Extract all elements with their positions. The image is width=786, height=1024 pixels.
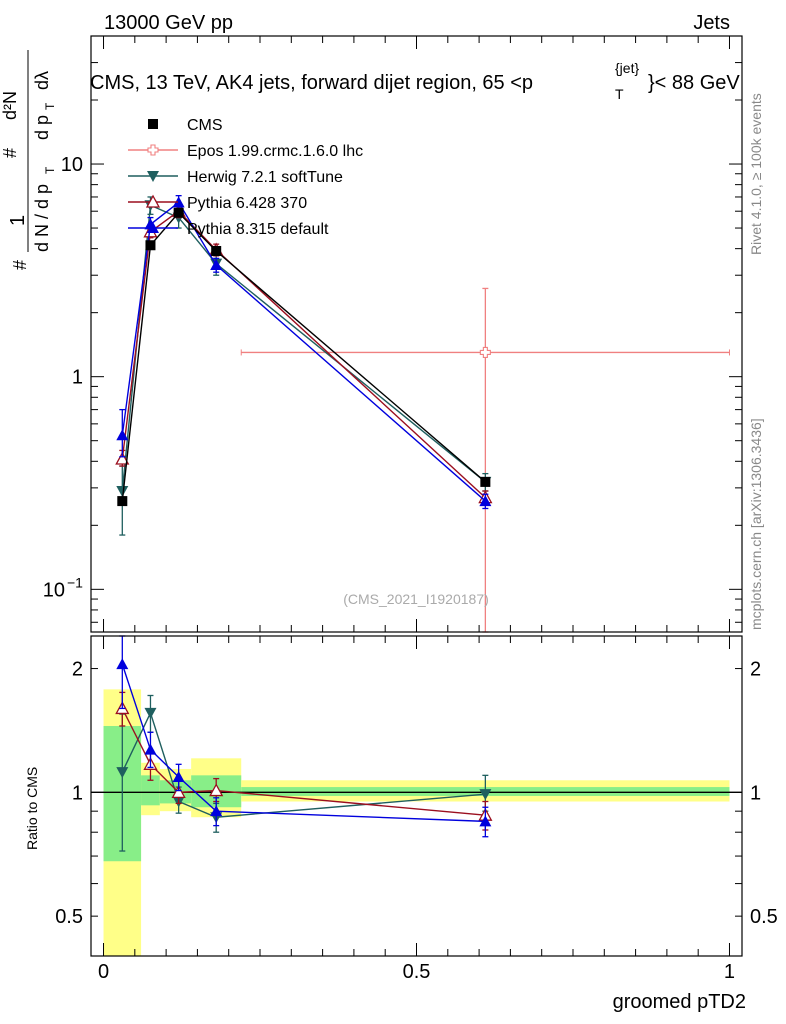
ratio-series-layer bbox=[115, 635, 493, 852]
main-point-pythia8 bbox=[210, 259, 223, 271]
y-tick-label-right: 2 bbox=[750, 659, 761, 681]
main-series-layer bbox=[115, 195, 730, 633]
main-point-cms bbox=[211, 245, 222, 256]
ratio-point-pythia8 bbox=[144, 743, 157, 755]
y-tick-label: 0.5 bbox=[55, 906, 83, 928]
ratio-point-herwig bbox=[479, 789, 492, 801]
main-line-pythia6 bbox=[121, 210, 486, 499]
ratio-point-herwig bbox=[144, 707, 157, 719]
main-series-cms bbox=[117, 207, 491, 507]
category-label: Jets bbox=[693, 12, 730, 34]
main-point-pythia8 bbox=[172, 196, 185, 208]
main-point-pythia6 bbox=[115, 451, 130, 465]
mcplots-label: mcplots.cern.ch [arXiv:1306.3436] bbox=[748, 418, 764, 630]
ratio-point-pythia8 bbox=[116, 658, 129, 670]
x-tick-label: 0.5 bbox=[403, 961, 431, 983]
plot-title-end: }< 88 GeV bbox=[648, 72, 740, 94]
ratio-point-pythia6 bbox=[209, 783, 224, 797]
ratio-point-pythia6 bbox=[171, 784, 186, 799]
main-point-cms bbox=[145, 240, 156, 251]
legend-marker-epos bbox=[147, 144, 159, 156]
plot-title-main: CMS, 13 TeV, AK4 jets, forward dijet reg… bbox=[90, 72, 533, 94]
main-series-pythia6 bbox=[115, 203, 493, 506]
ratio-bands bbox=[91, 689, 742, 956]
ratio-point-pythia8 bbox=[172, 770, 185, 782]
y-tick-label: 2 bbox=[72, 659, 83, 681]
y-tick-label-right: 0.5 bbox=[750, 906, 778, 928]
plot-title-sub: T bbox=[615, 86, 624, 102]
legend-label-herwig: Herwig 7.2.1 softTune bbox=[187, 169, 343, 186]
x-tick-label: 0 bbox=[98, 961, 109, 983]
ratio-series-pythia8 bbox=[116, 635, 492, 838]
legend-label-pythia8: Pythia 8.315 default bbox=[187, 221, 329, 238]
ylabel-dpt-dlambda: d p bbox=[32, 115, 52, 140]
ratio-axes: 0.5 0.5 1 1 2 2 0 0.5 1 bbox=[55, 635, 778, 983]
main-line-pythia8 bbox=[121, 201, 486, 502]
legend-label-epos: Epos 1.99.crmc.1.6.0 lhc bbox=[187, 143, 363, 160]
legend-marker-cms bbox=[148, 119, 158, 129]
main-series-epos bbox=[240, 287, 730, 633]
y-tick-label: 10 bbox=[43, 579, 65, 601]
ylabel-hash-1: # bbox=[10, 260, 30, 270]
ylabel-one: 1 bbox=[7, 215, 29, 226]
legend-marker-pythia6 bbox=[145, 194, 161, 208]
main-point-pythia8 bbox=[479, 495, 492, 507]
y-tick-label: 10 bbox=[61, 154, 83, 176]
main-point-cms bbox=[480, 476, 491, 487]
y-tick-label-right: 1 bbox=[750, 782, 761, 804]
energy-label: 13000 GeV pp bbox=[104, 12, 233, 34]
main-point-epos bbox=[479, 346, 491, 358]
legend: CMS Epos 1.99.crmc.1.6.0 lhc Herwig 7.2.1 … bbox=[128, 117, 363, 238]
ratio-point-pythia8 bbox=[210, 805, 223, 817]
main-point-cms bbox=[117, 496, 128, 507]
x-axis-label: groomed pTD2 bbox=[613, 991, 746, 1013]
ratio-point-pythia8 bbox=[479, 815, 492, 827]
ylabel-d2n: d²N bbox=[0, 91, 20, 120]
main-series-herwig bbox=[116, 196, 492, 536]
ylabel-hash-2: # bbox=[0, 148, 20, 158]
plot-title-sup: {jet} bbox=[615, 60, 639, 76]
main-line-cms bbox=[121, 211, 486, 502]
legend-marker-pythia8 bbox=[147, 222, 159, 233]
y-tick-exponent: −1 bbox=[67, 574, 83, 590]
ylabel-dn-dp: d N / d p bbox=[32, 184, 52, 252]
ylabel-sub-t-2: T bbox=[43, 102, 57, 110]
ratio-band-inner bbox=[141, 775, 160, 806]
plot-title: CMS, 13 TeV, AK4 jets, forward dijet reg… bbox=[90, 72, 533, 94]
ratio-ylabel: Ratio to CMS bbox=[24, 767, 40, 850]
analysis-watermark: (CMS_2021_I1920187) bbox=[343, 591, 489, 607]
y-tick-label: 1 bbox=[72, 782, 83, 804]
main-point-pythia8 bbox=[116, 429, 129, 441]
main-point-cms bbox=[173, 207, 184, 218]
legend-label-pythia6: Pythia 6.428 370 bbox=[187, 195, 307, 212]
legend-label-cms: CMS bbox=[187, 117, 223, 134]
legend-marker-herwig bbox=[147, 171, 159, 182]
ratio-point-herwig bbox=[116, 767, 129, 779]
y-tick-label: 1 bbox=[72, 367, 83, 389]
ylabel-sub-t-1: T bbox=[43, 166, 57, 174]
main-point-herwig bbox=[116, 486, 129, 498]
x-tick-label: 1 bbox=[724, 961, 735, 983]
main-ylabel: # 1 d N / d p T # d²N d p T dλ bbox=[0, 50, 57, 270]
rivet-label: Rivet 4.1.0, ≥ 100k events bbox=[748, 93, 764, 255]
ylabel-dlambda: dλ bbox=[32, 71, 52, 90]
